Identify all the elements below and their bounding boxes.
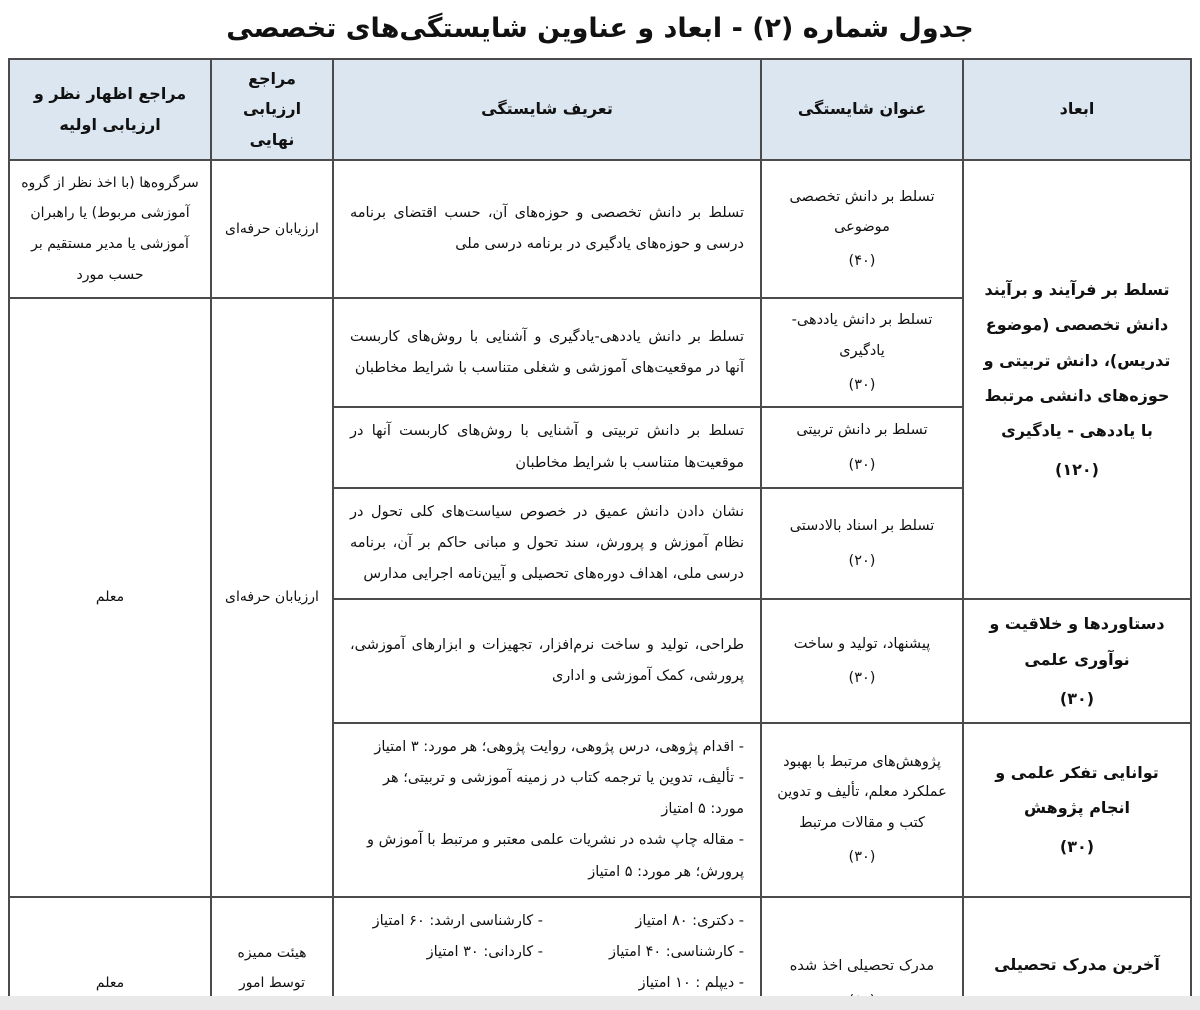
cell-initial-ref-2: معلم bbox=[8, 297, 212, 898]
cell-competency-definition-7: - دکتری: ۸۰ امتیاز - کارشناسی ارشد: ۶۰ ا… bbox=[332, 895, 762, 1010]
definition-item: - اقدام پژوهی، درس پژوهی، روایت پژوهی؛ ه… bbox=[374, 738, 744, 755]
competency-title: تسلط بر دانش یاددهی- یادگیری bbox=[791, 312, 933, 359]
table-row: دستاوردها و خلاقیت و نوآوری علمی (۳۰) پی… bbox=[9, 598, 1192, 724]
page-title: جدول شماره (۲) - ابعاد و عناوین شایستگی‌… bbox=[226, 13, 974, 44]
competency-score: (۳۰) bbox=[848, 670, 876, 687]
page-bottom-edge bbox=[0, 996, 1200, 1010]
cell-final-ref-1: ارزیابان حرفه‌ای bbox=[210, 159, 334, 300]
competency-score: (۴۰) bbox=[848, 253, 876, 270]
cell-competency-definition-1: تسلط بر دانش تخصصی و حوزه‌های آن، حسب اق… bbox=[332, 159, 762, 300]
table-row: تسلط بر اسناد بالادستی (۲۰) نشان دادن دا… bbox=[9, 486, 1191, 601]
degree-item: - کارشناسی: ۴۰ امتیاز bbox=[609, 943, 744, 960]
cell-competency-title-2: تسلط بر دانش یاددهی- یادگیری (۳۰) bbox=[760, 297, 964, 409]
cell-competency-title-3: تسلط بر دانش تربیتی (۳۰) bbox=[760, 406, 964, 489]
cell-final-ref-3: هیئت ممیزه توسط امور اداری bbox=[210, 895, 334, 1010]
competency-score: (۳۰) bbox=[848, 377, 876, 394]
definition-item: - تألیف، تدوین یا ترجمه کتاب در زمینه آم… bbox=[383, 770, 744, 818]
competency-title: پیشنهاد، تولید و ساخت bbox=[793, 635, 931, 652]
table-row: تسلط بر فرآیند و برآیند دانش تخصصی (موضو… bbox=[8, 159, 1192, 601]
cell-dimension-research: توانایی تفکر علمی و انجام پژوهش (۳۰) bbox=[962, 721, 1192, 898]
competency-score: (۲۰) bbox=[848, 552, 876, 569]
col-header-final-eval: مراجع ارزیابی نهایی bbox=[210, 57, 334, 162]
cell-competency-definition-4: نشان دادن دانش عمیق در خصوص سیاست‌های کل… bbox=[332, 486, 762, 601]
degree-score-grid: - دکتری: ۸۰ امتیاز - کارشناسی ارشد: ۶۰ ا… bbox=[350, 906, 744, 1000]
cell-competency-title-4: تسلط بر اسناد بالادستی (۲۰) bbox=[760, 486, 964, 601]
cell-competency-title-1: تسلط بر دانش تخصصی موضوعی (۴۰) bbox=[760, 159, 964, 300]
cell-competency-definition-3: تسلط بر دانش تربیتی و آشنایی با روش‌های … bbox=[332, 406, 762, 489]
cell-initial-ref-3: معلم bbox=[8, 895, 212, 1010]
dimension-score: (۳۰) bbox=[1059, 837, 1095, 857]
table-row: تسلط بر دانش یاددهی- یادگیری (۳۰) تسلط ب… bbox=[8, 297, 1191, 898]
cell-competency-title-5: پیشنهاد، تولید و ساخت (۳۰) bbox=[760, 598, 964, 724]
competency-title: تسلط بر دانش تخصصی موضوعی bbox=[789, 188, 935, 235]
table-row: آخرین مدرک تحصیلی (۸۰) مدرک تحصیلی اخذ ش… bbox=[8, 895, 1192, 1010]
competency-title: تسلط بر اسناد بالادستی bbox=[789, 518, 935, 535]
cell-competency-title-7: مدرک تحصیلی اخذ شده (۸۰) bbox=[760, 895, 964, 1010]
cell-dimension-achievements: دستاوردها و خلاقیت و نوآوری علمی (۳۰) bbox=[962, 598, 1192, 724]
competency-table: ابعاد عنوان شایستگی تعریف شایستگی مراجع … bbox=[8, 57, 1192, 1010]
cell-competency-definition-6: - اقدام پژوهی، درس پژوهی، روایت پژوهی؛ ه… bbox=[332, 721, 762, 898]
competency-title: پژوهش‌های مرتبط با بهبود عملکرد معلم، تأ… bbox=[777, 753, 947, 831]
competency-title: تسلط بر دانش تربیتی bbox=[796, 422, 928, 439]
degree-item: - کاردانی: ۳۰ امتیاز bbox=[426, 943, 543, 960]
col-header-competency-definition: تعریف شایستگی bbox=[332, 57, 762, 162]
dimension-text: تسلط بر فرآیند و برآیند دانش تخصصی (موضو… bbox=[983, 280, 1171, 440]
competency-title: مدرک تحصیلی اخذ شده bbox=[789, 958, 935, 975]
cell-competency-definition-2: تسلط بر دانش یاددهی-یادگیری و آشنایی با … bbox=[332, 297, 762, 409]
cell-competency-title-6: پژوهش‌های مرتبط با بهبود عملکرد معلم، تأ… bbox=[760, 721, 964, 898]
degree-item-empty bbox=[350, 968, 543, 999]
dimension-text: توانایی تفکر علمی و انجام پژوهش bbox=[995, 763, 1159, 818]
cell-dimension-degree: آخرین مدرک تحصیلی (۸۰) bbox=[962, 895, 1192, 1010]
degree-item: - دکتری: ۸۰ امتیاز bbox=[635, 912, 744, 929]
competency-score: (۳۰) bbox=[848, 456, 876, 473]
header-row: ابعاد عنوان شایستگی تعریف شایستگی مراجع … bbox=[8, 57, 1192, 162]
table-row: توانایی تفکر علمی و انجام پژوهش (۳۰) پژو… bbox=[9, 721, 1192, 898]
dimension-score: (۳۰) bbox=[1059, 688, 1095, 708]
cell-competency-definition-5: طراحی، تولید و ساخت نرم‌افزار، تجهیزات و… bbox=[332, 598, 762, 724]
col-header-initial-eval: مراجع اظهار نظر و ارزیابی اولیه bbox=[8, 57, 212, 162]
definition-item: - مقاله چاپ شده در نشریات علمی معتبر و م… bbox=[367, 832, 744, 880]
col-header-dimensions: ابعاد bbox=[962, 57, 1192, 162]
table-row: تسلط بر دانش تربیتی (۳۰) تسلط بر دانش تر… bbox=[9, 406, 1191, 489]
degree-item: - دیپلم : ۱۰ امتیاز bbox=[638, 975, 744, 992]
col-header-competency-title: عنوان شایستگی bbox=[760, 57, 964, 162]
cell-final-ref-2: ارزیابان حرفه‌ای bbox=[210, 297, 334, 898]
dimension-text: آخرین مدرک تحصیلی bbox=[994, 954, 1160, 974]
cell-initial-ref-1: سرگروه‌ها (با اخذ نظر از گروه آموزشی مرب… bbox=[8, 159, 212, 300]
competency-score: (۳۰) bbox=[848, 849, 876, 866]
degree-item: - کارشناسی ارشد: ۶۰ امتیاز bbox=[372, 912, 543, 929]
cell-dimension-knowledge: تسلط بر فرآیند و برآیند دانش تخصصی (موضو… bbox=[962, 159, 1192, 601]
dimension-text: دستاوردها و خلاقیت و نوآوری علمی bbox=[989, 614, 1165, 669]
dimension-score: (۱۲۰) bbox=[1055, 460, 1099, 480]
